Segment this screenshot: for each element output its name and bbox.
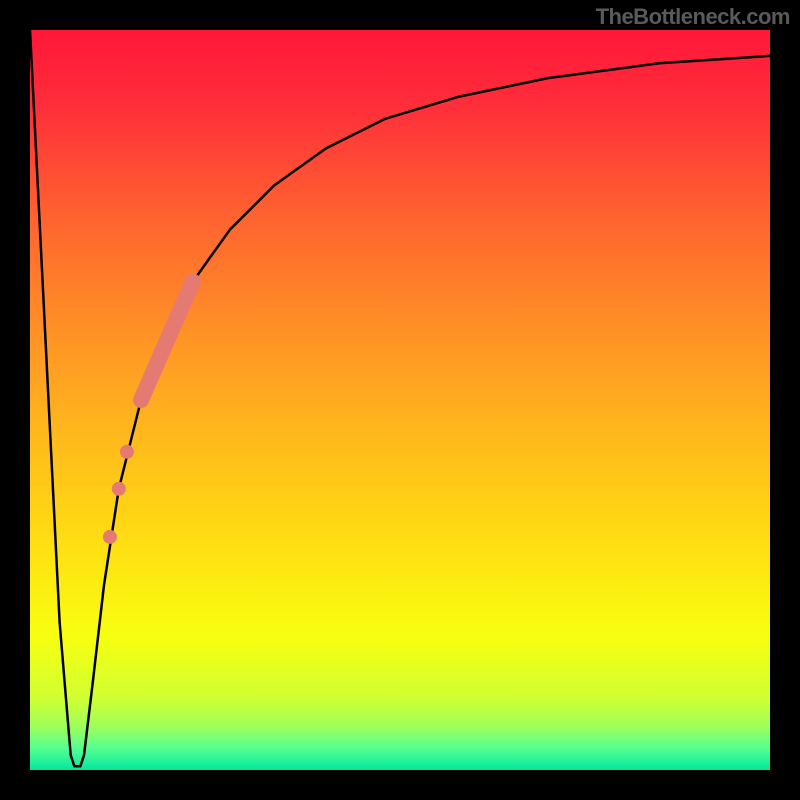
highlight-dot [120, 445, 134, 459]
bottleneck-curve-chart [0, 0, 800, 800]
highlight-dot [103, 530, 117, 544]
watermark-text: TheBottleneck.com [596, 4, 790, 30]
chart-container: TheBottleneck.com [0, 0, 800, 800]
highlight-dot [112, 482, 126, 496]
